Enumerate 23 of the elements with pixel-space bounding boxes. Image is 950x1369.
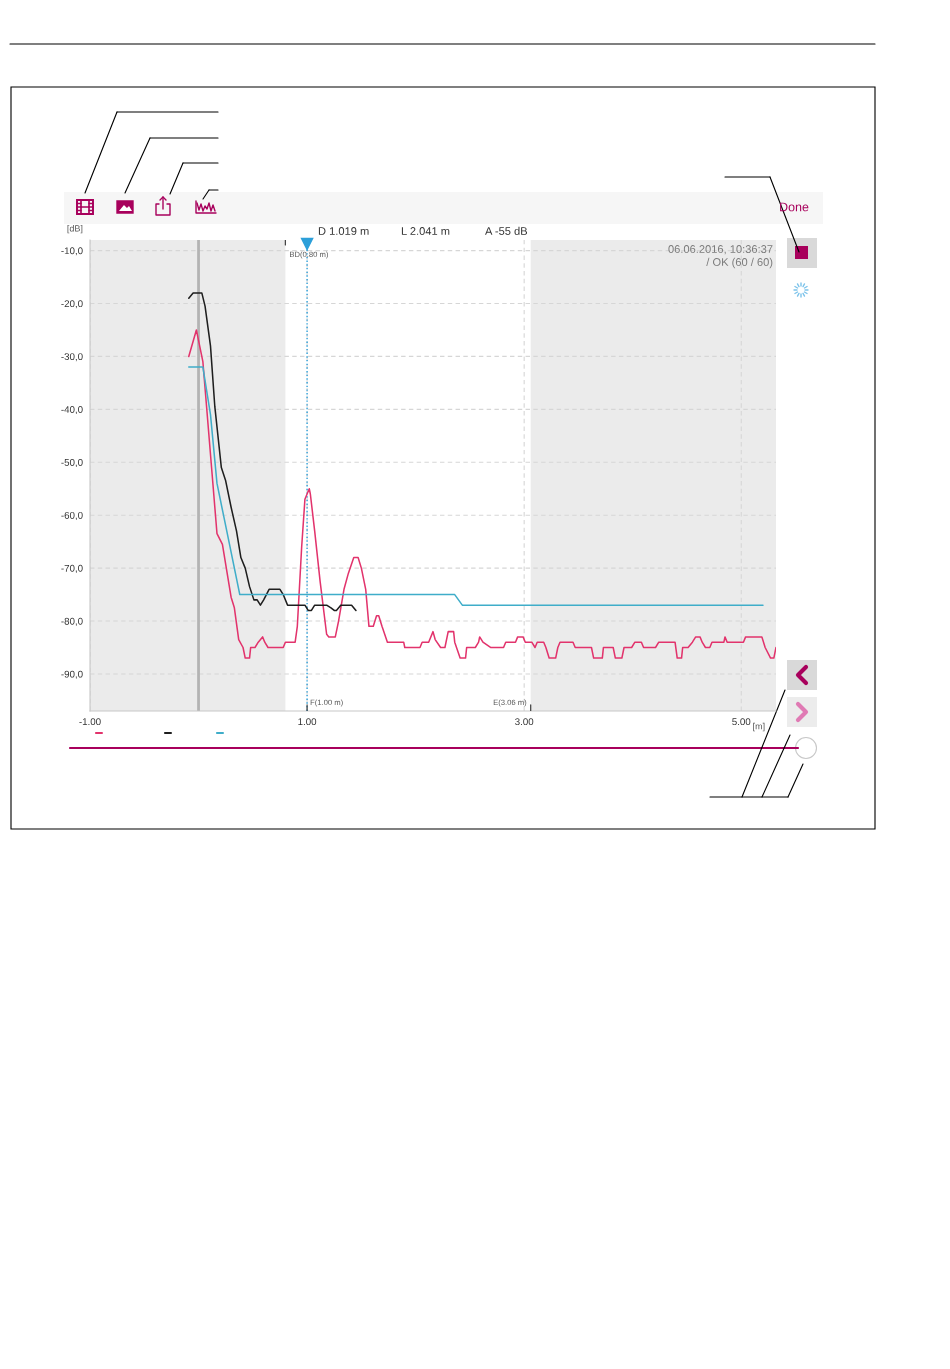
x-axis-title: [m] (753, 722, 765, 732)
line-series (188, 329, 776, 659)
y-tick-label: -90,0 (61, 670, 83, 679)
y-tick-label: -20,0 (61, 300, 83, 309)
y-tick-label: -50,0 (61, 459, 83, 468)
y-tick-label: -70,0 (61, 564, 83, 573)
line-series (188, 366, 764, 606)
text: A -55 dB (485, 226, 528, 235)
x-tick-label: 1.00 (298, 718, 317, 726)
y-tick-label: -80,0 (61, 617, 83, 626)
line-series (188, 292, 357, 612)
annotation: / OK (60 / 60) (706, 257, 773, 269)
y-tick-label: -60,0 (61, 511, 83, 520)
x-tick-label: -1.00 (79, 718, 101, 726)
text: L 2.041 m (401, 227, 450, 235)
y-tick-label: -40,0 (61, 406, 83, 415)
y-tick-label: -10,0 (61, 247, 83, 256)
y-tick-label: -30,0 (61, 353, 83, 362)
x-tick-label: 5.00 (732, 718, 751, 726)
annotation: 06.06.2016, 10:36:37 (668, 245, 773, 255)
x-tick-label: 3.00 (515, 718, 534, 726)
y-axis-title: [dB] (67, 224, 83, 234)
text: D 1.019 m (318, 227, 369, 235)
